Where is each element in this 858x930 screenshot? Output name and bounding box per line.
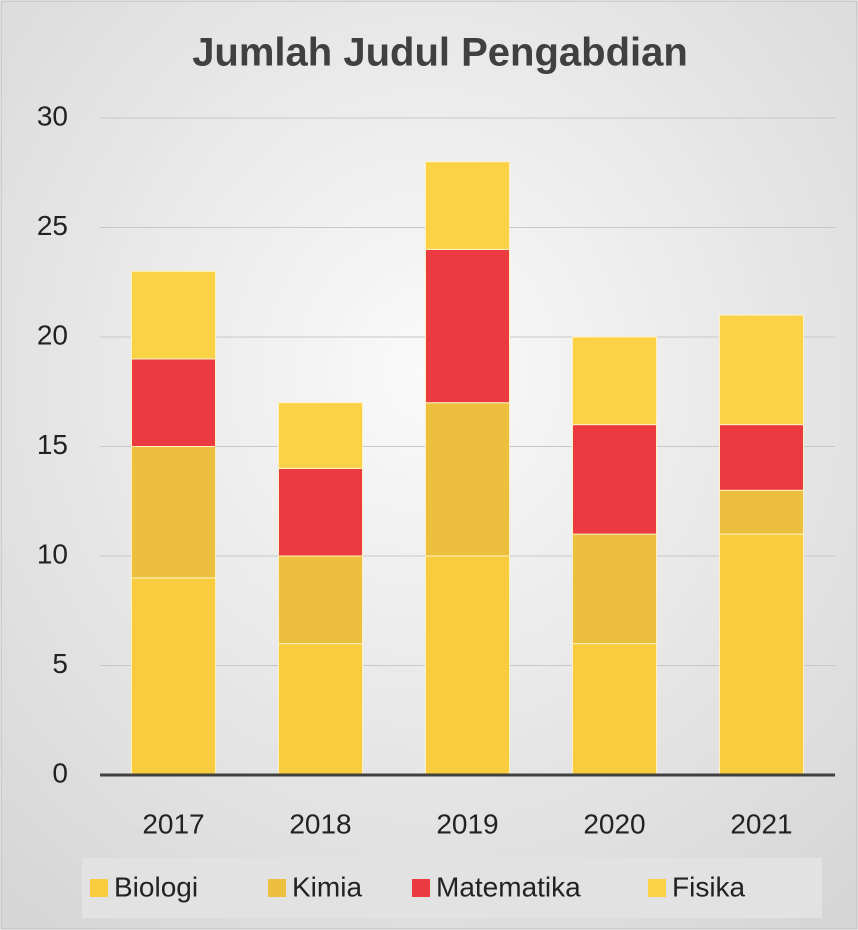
bar-segment bbox=[131, 270, 216, 360]
legend-swatch bbox=[268, 879, 286, 897]
bar-segment bbox=[719, 533, 804, 776]
bar-segment bbox=[131, 577, 216, 776]
bar-segment bbox=[719, 489, 804, 535]
y-tick-label: 5 bbox=[52, 648, 68, 679]
y-tick-label: 10 bbox=[37, 538, 68, 569]
bar-segment bbox=[425, 555, 510, 776]
bar-segment bbox=[572, 424, 657, 535]
bar-segment bbox=[131, 446, 216, 579]
y-tick-label: 30 bbox=[37, 100, 68, 131]
legend-label: Biologi bbox=[114, 871, 198, 902]
legend-label: Matematika bbox=[436, 871, 581, 902]
y-tick-label: 15 bbox=[37, 429, 68, 460]
bar-segment bbox=[572, 643, 657, 776]
legend-label: Kimia bbox=[292, 871, 362, 902]
bar-segment bbox=[425, 248, 510, 404]
x-tick-label: 2021 bbox=[730, 808, 792, 839]
y-tick-label: 25 bbox=[37, 210, 68, 241]
bar-segment bbox=[278, 643, 363, 776]
legend-box bbox=[82, 858, 822, 918]
x-tick-label: 2017 bbox=[142, 808, 204, 839]
bar-segment bbox=[425, 402, 510, 557]
legend-swatch bbox=[648, 879, 666, 897]
bar-segment bbox=[278, 467, 363, 557]
x-tick-label: 2018 bbox=[289, 808, 351, 839]
x-tick-label: 2020 bbox=[583, 808, 645, 839]
bar-segment bbox=[278, 402, 363, 469]
bar-segment bbox=[278, 555, 363, 645]
x-tick-label: 2019 bbox=[436, 808, 498, 839]
bar-segment bbox=[572, 336, 657, 426]
y-tick-label: 0 bbox=[52, 757, 68, 788]
bar-segment bbox=[719, 314, 804, 426]
legend-swatch bbox=[412, 879, 430, 897]
bar-segment bbox=[425, 161, 510, 250]
bar-segment bbox=[719, 424, 804, 491]
bar-segment bbox=[131, 358, 216, 447]
legend-label: Fisika bbox=[672, 871, 746, 902]
bar-segment bbox=[572, 533, 657, 645]
y-tick-label: 20 bbox=[37, 319, 68, 350]
chart-title: Jumlah Judul Pengabdian bbox=[192, 31, 688, 75]
legend-swatch bbox=[90, 879, 108, 897]
